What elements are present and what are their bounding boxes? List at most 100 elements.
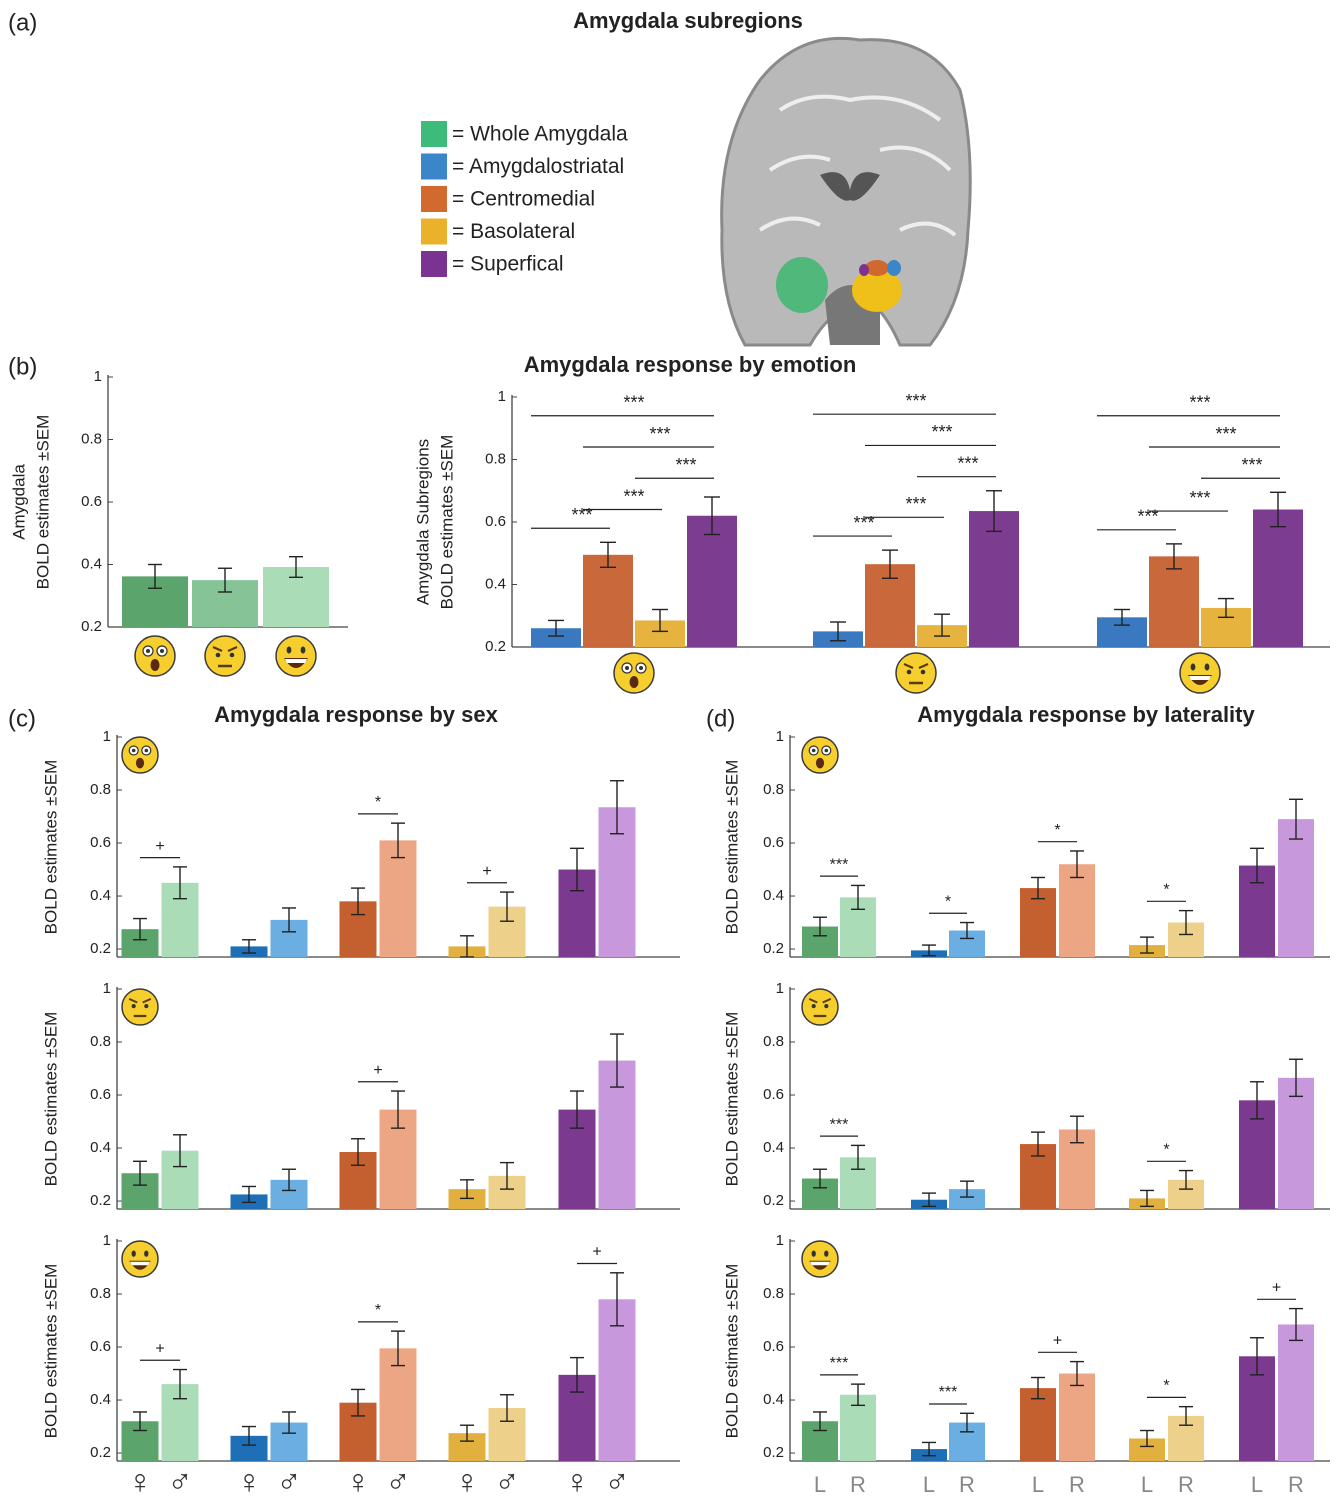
- sig-label: +: [155, 838, 164, 855]
- sig-label: +: [592, 1244, 601, 1261]
- legend-label: = Centromedial: [452, 188, 595, 211]
- x-tick-label: ♂: [604, 1463, 630, 1501]
- emoji-eye: [216, 653, 221, 658]
- y-axis-label: BOLD estimates ±SEM: [722, 1264, 741, 1439]
- legend-swatch: [421, 121, 447, 147]
- emoji-face: [205, 636, 245, 676]
- y-tick-label: 0.2: [763, 1444, 784, 1461]
- emoji-eye: [132, 1250, 136, 1256]
- y-tick-label: 0.2: [90, 940, 111, 957]
- emoji-eye: [824, 1250, 828, 1256]
- x-tick-label: ♂: [276, 1463, 302, 1501]
- sig-label: *: [1163, 1142, 1169, 1159]
- emoji-teeth: [810, 1262, 830, 1266]
- emoji-face: [122, 989, 158, 1025]
- y-tick-label: 0.8: [763, 1033, 784, 1050]
- emoji-eye: [907, 670, 912, 675]
- sig-label: ***: [830, 1116, 849, 1133]
- emoji-eye: [230, 653, 235, 658]
- y-axis-label: Amygdala: [9, 464, 28, 540]
- y-axis-label: BOLD estimates ±SEM: [41, 1264, 60, 1439]
- sig-label: *: [945, 893, 951, 910]
- sig-label: ***: [1241, 455, 1262, 475]
- emoji-eye: [1191, 664, 1196, 671]
- legend-label: = Amygdalostriatal: [452, 155, 624, 178]
- sig-label: +: [1272, 1280, 1281, 1297]
- chart-title: Amygdala response by laterality: [917, 702, 1255, 727]
- y-tick-label: 1: [498, 388, 506, 405]
- emoji-eye: [144, 1250, 148, 1256]
- y-tick-label: 0.2: [763, 1192, 784, 1209]
- legend-label: = Basolateral: [452, 220, 575, 243]
- emoji-face: [802, 1241, 838, 1277]
- y-axis-label: BOLD estimates ±SEM: [41, 1012, 60, 1187]
- x-tick-label: ♀: [345, 1463, 371, 1501]
- y-tick-label: 0.6: [90, 1338, 111, 1355]
- y-tick-label: 0.6: [763, 1338, 784, 1355]
- sig-label: ***: [649, 424, 670, 444]
- y-tick-label: 0.6: [90, 834, 111, 851]
- x-tick-label: L: [1251, 1472, 1263, 1497]
- x-tick-label: ♀: [454, 1463, 480, 1501]
- y-tick-label: 0.6: [763, 834, 784, 851]
- emoji-eye: [824, 1004, 828, 1008]
- y-tick-label: 0.6: [90, 1086, 111, 1103]
- legend-label: = Whole Amygdala: [452, 123, 628, 146]
- y-axis-label: BOLD estimates ±SEM: [33, 415, 52, 590]
- chart-title: Amygdala response by emotion: [524, 352, 857, 377]
- emoji-eye: [625, 666, 629, 670]
- emoji-eye: [812, 1250, 816, 1256]
- y-tick-label: 0.4: [763, 1391, 784, 1408]
- legend-swatch: [421, 251, 447, 277]
- emoji-eye: [301, 647, 306, 654]
- sig-label: ***: [623, 393, 644, 413]
- y-tick-label: 0.2: [763, 940, 784, 957]
- sig-label: ***: [1215, 424, 1236, 444]
- emoji-mouth: [151, 659, 160, 671]
- y-tick-label: 1: [103, 1232, 111, 1249]
- x-tick-label: ♀: [236, 1463, 262, 1501]
- emoji-face: [1180, 653, 1220, 693]
- y-axis-label: Amygdala Subregions: [413, 439, 432, 605]
- sig-label: +: [1053, 1333, 1062, 1350]
- panel-title: Amygdala subregions: [573, 8, 803, 33]
- sig-label: ***: [830, 1355, 849, 1372]
- x-tick-label: R: [850, 1472, 866, 1497]
- sig-label: +: [373, 1062, 382, 1079]
- x-tick-label: L: [1032, 1472, 1044, 1497]
- sig-label: ***: [931, 422, 952, 442]
- emoji-eye: [921, 670, 926, 675]
- y-tick-label: 0.8: [763, 1285, 784, 1302]
- x-tick-label: L: [814, 1472, 826, 1497]
- figure: (a) (b) (c) (d) Amygdala subregions = Wh…: [0, 0, 1338, 1505]
- sig-label: ***: [905, 391, 926, 411]
- bar: [1278, 1078, 1314, 1209]
- y-tick-label: 0.4: [485, 575, 506, 592]
- y-tick-label: 0.4: [763, 887, 784, 904]
- sig-label: +: [482, 863, 491, 880]
- sig-label: ***: [675, 455, 696, 475]
- emoji-face: [802, 989, 838, 1025]
- y-tick-label: 1: [776, 980, 784, 997]
- emoji-mouth: [136, 758, 144, 769]
- x-tick-label: ♂: [494, 1463, 520, 1501]
- emoji-teeth: [285, 659, 307, 663]
- emoji-eye: [132, 749, 136, 753]
- x-tick-label: ♀: [127, 1463, 153, 1501]
- sig-label: *: [1163, 1378, 1169, 1395]
- y-tick-label: 0.4: [90, 1139, 111, 1156]
- sig-label: *: [1163, 882, 1169, 899]
- x-tick-label: R: [1069, 1472, 1085, 1497]
- x-tick-label: R: [1178, 1472, 1194, 1497]
- emoji-teeth: [1189, 676, 1211, 680]
- y-tick-label: 0.8: [81, 430, 102, 447]
- sig-label: ***: [957, 453, 978, 473]
- y-tick-label: 1: [94, 368, 102, 385]
- sig-label: *: [375, 1302, 381, 1319]
- sig-label: ***: [853, 513, 874, 533]
- legend-swatch: [421, 154, 447, 180]
- emoji-face: [896, 653, 936, 693]
- brain-image: [722, 38, 971, 345]
- sig-label: ***: [1137, 507, 1158, 527]
- panel-label: (a): [8, 9, 37, 36]
